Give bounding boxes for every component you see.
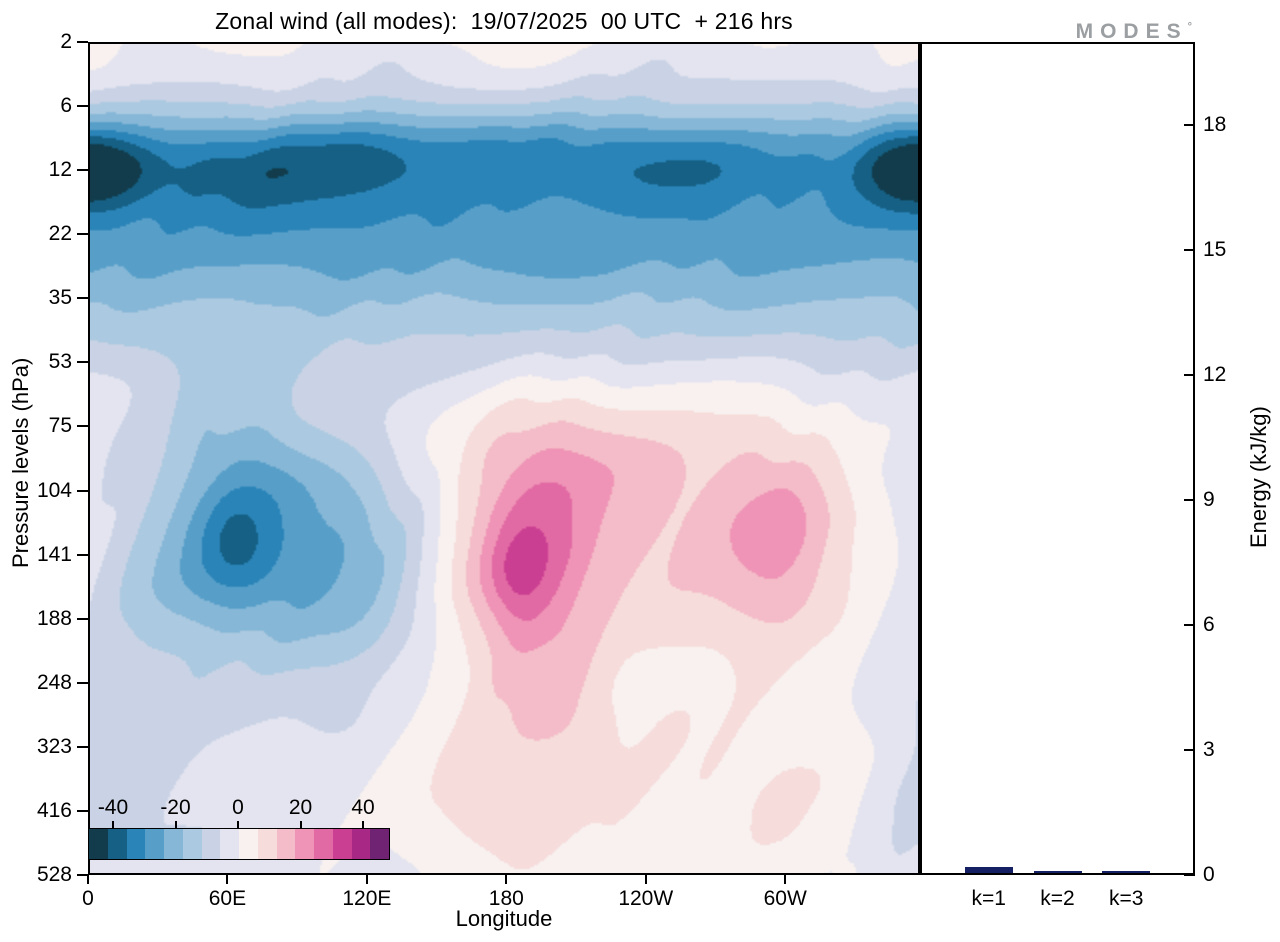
pressure-tick	[77, 745, 88, 748]
colorbar-tick	[237, 821, 239, 828]
longitude-tick-label: 120E	[342, 887, 392, 910]
modes-logo-text: MODES	[1075, 20, 1188, 43]
colorbar-tick-label: -40	[97, 796, 129, 819]
colorbar-tick-label: 0	[232, 796, 244, 819]
colorbar-segment	[145, 829, 164, 859]
energy-tick-label: 0	[1203, 863, 1215, 886]
modes-logo: MODES°	[1020, 20, 1192, 44]
pressure-tick-label: 6	[60, 94, 72, 118]
colorbar-segment	[182, 829, 202, 859]
pressure-tick	[77, 41, 88, 43]
pressure-tick-label: 2	[60, 30, 72, 53]
longitude-tick-label: 120W	[618, 887, 674, 910]
energy-bar-label: k=3	[1109, 887, 1144, 910]
colorbar-segment	[314, 829, 333, 859]
colorbar-segment	[351, 829, 371, 859]
longitude-tick	[784, 875, 787, 884]
energy-tick-label: 18	[1203, 113, 1227, 137]
longitude-tick	[87, 875, 89, 884]
pressure-tick	[77, 617, 88, 620]
contour-plot-canvas	[88, 42, 920, 875]
pressure-tick-label: 141	[36, 542, 72, 566]
energy-tick-label: 3	[1203, 738, 1215, 762]
longitude-tick	[505, 875, 508, 884]
energy-tick-label: 15	[1203, 238, 1227, 262]
longitude-tick	[226, 875, 229, 884]
colorbar-tick	[362, 821, 364, 828]
longitude-tick-label: 60E	[208, 887, 247, 910]
energy-bar	[1102, 871, 1151, 873]
energy-tick	[1184, 374, 1195, 377]
longitude-tick-label: 60W	[763, 887, 807, 910]
energy-tick	[1184, 874, 1195, 876]
pressure-tick-label: 416	[36, 798, 72, 822]
colorbar-segment	[295, 829, 314, 859]
longitude-tick	[365, 875, 368, 884]
colorbar-segment	[164, 829, 183, 859]
energy-tick	[1184, 249, 1195, 252]
energy-axis-label: Energy (kJ/kg)	[1246, 406, 1271, 548]
energy-tick-label: 9	[1203, 488, 1215, 512]
colorbar-tick	[174, 821, 177, 828]
colorbar-segment	[257, 829, 277, 859]
pressure-tick	[77, 553, 88, 556]
pressure-tick	[77, 874, 88, 876]
colorbar-segment	[276, 829, 296, 859]
pressure-tick-label: 53	[48, 350, 72, 374]
energy-bar-label: k=2	[1040, 887, 1075, 910]
pressure-tick-label: 35	[48, 286, 72, 310]
longitude-axis-label: Longitude	[455, 906, 553, 931]
colorbar-segment	[89, 829, 108, 859]
colorbar-tick-label: 20	[288, 796, 313, 819]
pressure-tick-label: 528	[36, 863, 72, 886]
energy-bar	[964, 866, 1013, 873]
pressure-tick-label: 12	[48, 158, 72, 182]
pressure-tick	[77, 489, 88, 492]
colorbar-tick	[299, 821, 302, 828]
energy-bar	[1033, 870, 1082, 873]
pressure-tick-label: 104	[36, 478, 72, 502]
longitude-tick-label: 0	[82, 887, 94, 910]
colorbar-tick	[112, 821, 114, 828]
pressure-tick-label: 323	[36, 734, 72, 758]
energy-tick	[1184, 624, 1195, 627]
pressure-tick	[77, 105, 88, 108]
pressure-tick-label: 75	[48, 414, 72, 438]
colorbar-segment	[126, 829, 146, 859]
energy-tick	[1184, 749, 1195, 752]
longitude-tick	[644, 875, 647, 884]
chart-title: Zonal wind (all modes): 19/07/2025 00 UT…	[215, 8, 793, 34]
colorbar-segment	[370, 829, 389, 859]
pressure-tick-label: 22	[48, 222, 72, 246]
colorbar-segment	[220, 829, 239, 859]
modes-logo-mark: °	[1187, 21, 1192, 33]
energy-panel	[920, 42, 1195, 875]
colorbar-segment	[201, 829, 221, 859]
energy-tick	[1184, 124, 1195, 127]
colorbar	[88, 828, 390, 860]
colorbar-segment	[239, 829, 258, 859]
pressure-tick	[77, 361, 88, 364]
longitude-tick-label: 180	[488, 887, 524, 910]
pressure-tick	[77, 169, 88, 172]
pressure-tick-label: 188	[36, 606, 72, 630]
colorbar-segment	[107, 829, 127, 859]
pressure-tick	[77, 809, 88, 812]
pressure-tick	[77, 233, 88, 236]
energy-tick	[1184, 499, 1195, 502]
energy-tick-label: 12	[1203, 363, 1227, 387]
colorbar-tick-label: 40	[351, 796, 375, 819]
pressure-tick	[77, 425, 88, 428]
pressure-axis-label: Pressure levels (hPa)	[8, 357, 33, 568]
energy-tick-label: 6	[1203, 613, 1215, 637]
pressure-tick	[77, 297, 88, 300]
pressure-tick	[77, 681, 88, 684]
energy-bar-label: k=1	[971, 887, 1006, 910]
colorbar-tick-label: -20	[160, 796, 191, 819]
pressure-tick-label: 248	[36, 670, 72, 694]
colorbar-segment	[332, 829, 352, 859]
